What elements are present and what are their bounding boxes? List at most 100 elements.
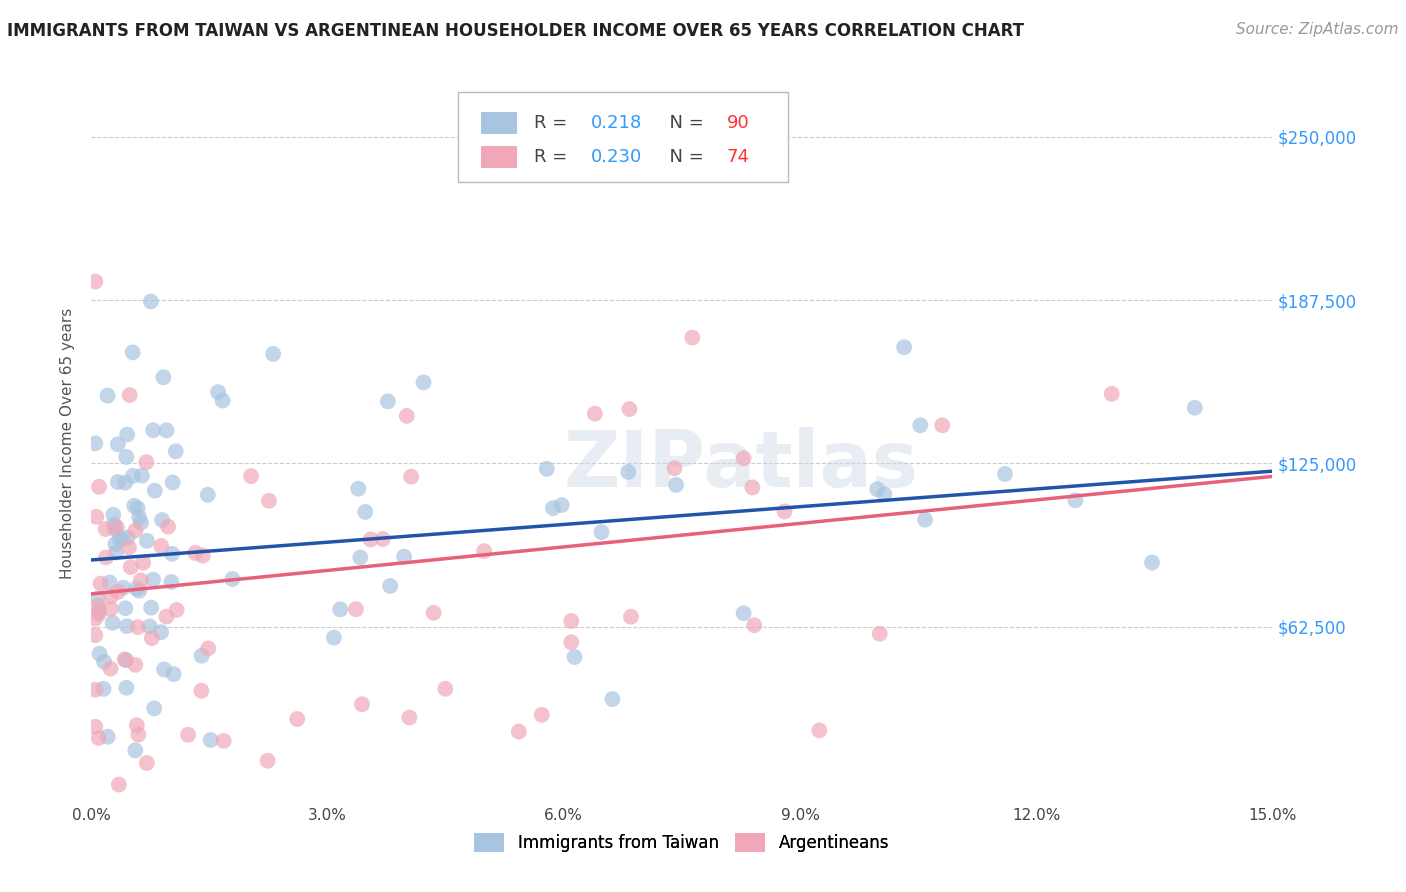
Text: N =: N = xyxy=(658,148,710,166)
Point xyxy=(111,533,134,547)
Point xyxy=(347,482,370,496)
Point xyxy=(141,631,163,645)
Point xyxy=(212,734,235,748)
Point xyxy=(560,635,582,649)
Point xyxy=(240,469,263,483)
Point xyxy=(129,574,152,588)
Point xyxy=(371,532,394,546)
Point xyxy=(121,345,143,359)
Point xyxy=(508,724,530,739)
Point xyxy=(84,682,107,697)
Text: 74: 74 xyxy=(727,148,749,166)
Point xyxy=(380,579,402,593)
Point xyxy=(256,754,278,768)
Point xyxy=(155,609,177,624)
Point xyxy=(162,475,184,490)
Point xyxy=(398,710,420,724)
Point xyxy=(392,549,415,564)
Point xyxy=(664,461,686,475)
FancyBboxPatch shape xyxy=(481,146,516,168)
Point xyxy=(107,437,129,451)
Point xyxy=(90,576,112,591)
Point xyxy=(84,628,107,642)
Point xyxy=(94,550,117,565)
Point xyxy=(190,683,212,698)
Point xyxy=(323,631,346,645)
Point xyxy=(530,707,553,722)
Point xyxy=(112,581,135,595)
Point xyxy=(129,516,152,530)
Point xyxy=(127,620,149,634)
Point xyxy=(86,591,108,606)
Point xyxy=(108,531,131,545)
Point xyxy=(741,480,763,494)
Point xyxy=(138,619,160,633)
Point xyxy=(472,544,495,558)
Point xyxy=(115,427,138,442)
Point xyxy=(808,723,831,738)
Text: R =: R = xyxy=(534,114,574,132)
Point xyxy=(118,541,141,555)
Point xyxy=(101,615,124,630)
Point xyxy=(550,498,572,512)
Point xyxy=(84,611,107,625)
Point xyxy=(103,508,125,522)
Point xyxy=(931,418,953,433)
Point xyxy=(262,347,284,361)
Point xyxy=(617,465,640,479)
Point xyxy=(141,600,163,615)
Point xyxy=(399,469,422,483)
Point xyxy=(160,547,183,561)
Text: IMMIGRANTS FROM TAIWAN VS ARGENTINEAN HOUSEHOLDER INCOME OVER 65 YEARS CORRELATI: IMMIGRANTS FROM TAIWAN VS ARGENTINEAN HO… xyxy=(7,22,1024,40)
Legend: Immigrants from Taiwan, Argentineans: Immigrants from Taiwan, Argentineans xyxy=(468,827,896,859)
Point xyxy=(197,488,219,502)
Text: R =: R = xyxy=(534,148,574,166)
Point xyxy=(128,583,150,598)
Point xyxy=(132,556,155,570)
Text: 0.230: 0.230 xyxy=(591,148,643,166)
Point xyxy=(150,513,173,527)
Point xyxy=(125,582,148,596)
Point xyxy=(87,731,110,745)
Point xyxy=(125,718,148,732)
Point xyxy=(93,681,115,696)
Point xyxy=(87,607,110,621)
Point xyxy=(412,376,434,390)
Point xyxy=(221,572,243,586)
Point xyxy=(1140,556,1163,570)
Point xyxy=(422,606,444,620)
Point xyxy=(914,513,936,527)
Point xyxy=(84,509,107,524)
Point xyxy=(122,499,145,513)
Point xyxy=(200,733,222,747)
Text: 0.218: 0.218 xyxy=(591,114,643,132)
Point xyxy=(893,340,915,354)
Point xyxy=(100,590,122,604)
Point xyxy=(117,530,139,544)
Point xyxy=(84,720,107,734)
Point xyxy=(207,385,229,400)
Point xyxy=(602,692,624,706)
Text: Source: ZipAtlas.com: Source: ZipAtlas.com xyxy=(1236,22,1399,37)
Point xyxy=(115,653,138,667)
Point xyxy=(742,618,765,632)
Point xyxy=(434,681,457,696)
Text: N =: N = xyxy=(658,114,710,132)
Point xyxy=(285,712,308,726)
Point xyxy=(104,537,127,551)
Point xyxy=(84,436,107,450)
Point xyxy=(541,501,564,516)
Point xyxy=(104,522,127,536)
Point xyxy=(103,517,125,532)
Point xyxy=(142,573,165,587)
Point xyxy=(165,444,187,458)
Point xyxy=(128,510,150,524)
Point xyxy=(115,681,138,695)
Point xyxy=(190,648,212,663)
Point xyxy=(124,523,146,537)
Point xyxy=(354,505,377,519)
Point xyxy=(773,504,796,518)
Point xyxy=(142,423,165,437)
Point xyxy=(84,275,107,289)
FancyBboxPatch shape xyxy=(481,112,516,134)
